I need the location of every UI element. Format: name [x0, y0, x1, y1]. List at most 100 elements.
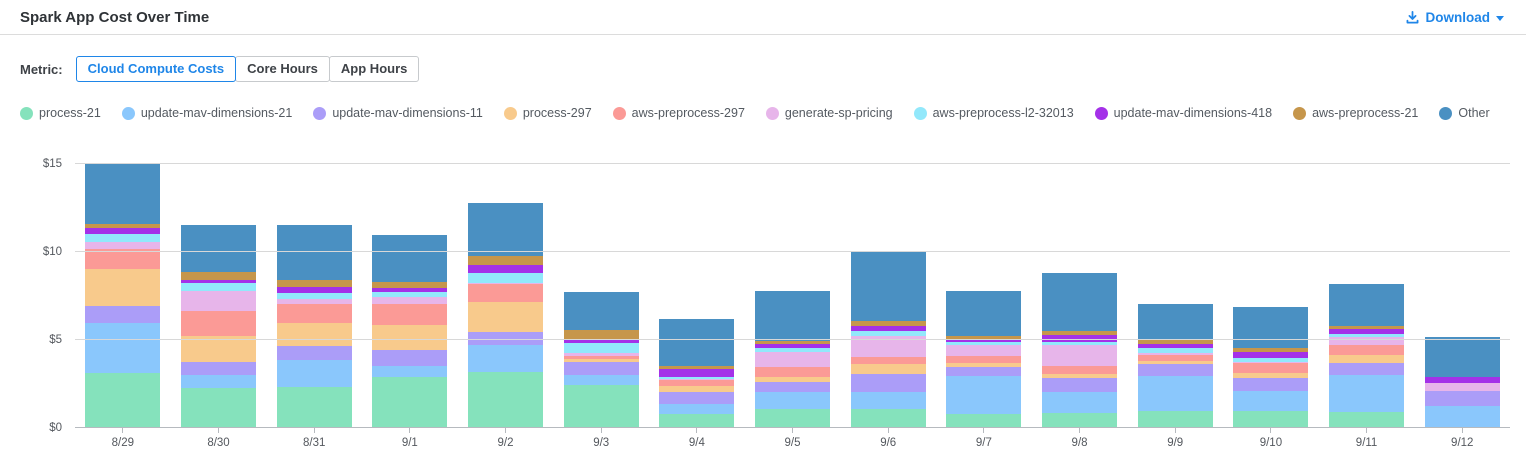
bar-segment-update-mav-dimensions-21[interactable] — [1233, 390, 1309, 411]
bar-segment-process-297[interactable] — [946, 363, 1022, 367]
legend-item-aws-preprocess-l2-32013[interactable]: aws-preprocess-l2-32013 — [913, 106, 1074, 120]
bar-segment-update-mav-dimensions-11[interactable] — [1424, 390, 1500, 406]
bar-segment-update-mav-dimensions-418[interactable] — [1137, 343, 1213, 348]
bar-segment-update-mav-dimensions-21[interactable] — [1424, 405, 1500, 428]
bar-segment-other[interactable] — [1329, 284, 1405, 326]
bar-segment-generate-sp-pricing[interactable] — [181, 290, 256, 311]
bar-segment-process-21[interactable] — [850, 409, 926, 428]
bar-segment-aws-preprocess-l2-32013[interactable] — [1329, 333, 1405, 337]
bar-segment-update-mav-dimensions-418[interactable] — [85, 228, 161, 234]
bar-segment-aws-preprocess-l2-32013[interactable] — [85, 233, 161, 243]
metric-tab-core-hours[interactable]: Core Hours — [235, 56, 330, 82]
bar-segment-update-mav-dimensions-21[interactable] — [1137, 375, 1213, 411]
bar-segment-other[interactable] — [181, 224, 256, 273]
bar-segment-aws-preprocess-l2-32013[interactable] — [1137, 347, 1213, 353]
bar-segment-aws-preprocess-l2-32013[interactable] — [372, 291, 448, 298]
bar-segment-aws-preprocess-l2-32013[interactable] — [946, 342, 1022, 345]
bar-segment-update-mav-dimensions-418[interactable] — [946, 339, 1022, 343]
legend-item-process-297[interactable]: process-297 — [503, 106, 592, 120]
bar-9-5[interactable] — [755, 290, 831, 428]
bar-segment-aws-preprocess-297[interactable] — [563, 356, 639, 360]
bar-segment-process-297[interactable] — [850, 363, 926, 374]
bar-segment-update-mav-dimensions-21[interactable] — [85, 323, 161, 374]
bar-segment-generate-sp-pricing[interactable] — [85, 242, 161, 250]
bar-9-6[interactable] — [850, 252, 926, 428]
bar-segment-process-297[interactable] — [659, 385, 735, 392]
bar-segment-process-21[interactable] — [181, 388, 256, 428]
bar-segment-aws-preprocess-l2-32013[interactable] — [659, 376, 735, 380]
bar-8-29[interactable] — [85, 164, 161, 428]
bar-segment-aws-preprocess-l2-32013[interactable] — [468, 273, 544, 283]
bar-segment-aws-preprocess-21[interactable] — [181, 272, 256, 280]
bar-segment-update-mav-dimensions-418[interactable] — [1424, 377, 1500, 384]
bar-segment-aws-preprocess-21[interactable] — [372, 282, 448, 288]
bar-segment-process-21[interactable] — [755, 409, 831, 428]
bar-9-1[interactable] — [372, 234, 448, 428]
bar-segment-update-mav-dimensions-11[interactable] — [946, 366, 1022, 376]
bar-segment-aws-preprocess-297[interactable] — [468, 283, 544, 302]
bar-segment-other[interactable] — [1042, 273, 1118, 332]
bar-segment-other[interactable] — [1424, 337, 1500, 378]
bar-segment-generate-sp-pricing[interactable] — [563, 353, 639, 357]
bar-segment-other[interactable] — [946, 290, 1022, 337]
bar-8-31[interactable] — [276, 225, 352, 428]
legend-item-aws-preprocess-21[interactable]: aws-preprocess-21 — [1293, 106, 1418, 120]
bar-segment-update-mav-dimensions-418[interactable] — [468, 264, 544, 274]
bar-segment-aws-preprocess-21[interactable] — [563, 330, 639, 340]
bar-9-4[interactable] — [659, 319, 735, 428]
bar-segment-other[interactable] — [850, 252, 926, 321]
bar-segment-update-mav-dimensions-418[interactable] — [659, 369, 735, 377]
bar-segment-process-21[interactable] — [1329, 412, 1405, 428]
bar-segment-generate-sp-pricing[interactable] — [946, 344, 1022, 357]
bar-segment-aws-preprocess-21[interactable] — [276, 280, 352, 287]
bar-segment-process-297[interactable] — [755, 376, 831, 383]
bar-segment-update-mav-dimensions-11[interactable] — [850, 373, 926, 393]
bar-segment-generate-sp-pricing[interactable] — [850, 335, 926, 357]
bar-segment-aws-preprocess-297[interactable] — [850, 356, 926, 364]
bar-segment-generate-sp-pricing[interactable] — [468, 282, 544, 284]
bar-segment-aws-preprocess-297[interactable] — [1329, 344, 1405, 355]
bar-segment-process-21[interactable] — [468, 372, 544, 428]
legend-item-update-mav-dimensions-11[interactable]: update-mav-dimensions-11 — [313, 106, 483, 120]
bar-segment-update-mav-dimensions-11[interactable] — [563, 361, 639, 375]
bar-segment-other[interactable] — [372, 234, 448, 283]
bar-9-10[interactable] — [1233, 306, 1309, 428]
bar-segment-update-mav-dimensions-11[interactable] — [276, 346, 352, 360]
bar-segment-aws-preprocess-297[interactable] — [372, 303, 448, 325]
legend-item-aws-preprocess-297[interactable]: aws-preprocess-297 — [612, 106, 745, 120]
bar-segment-update-mav-dimensions-21[interactable] — [372, 365, 448, 377]
legend-item-generate-sp-pricing[interactable]: generate-sp-pricing — [765, 106, 893, 120]
bar-segment-update-mav-dimensions-21[interactable] — [276, 359, 352, 388]
bar-segment-update-mav-dimensions-21[interactable] — [946, 375, 1022, 414]
bar-segment-update-mav-dimensions-11[interactable] — [85, 305, 161, 324]
legend-item-update-mav-dimensions-21[interactable]: update-mav-dimensions-21 — [121, 106, 292, 120]
bar-segment-update-mav-dimensions-418[interactable] — [1233, 352, 1309, 358]
bar-segment-aws-preprocess-297[interactable] — [755, 366, 831, 377]
bar-segment-aws-preprocess-297[interactable] — [276, 303, 352, 323]
bar-segment-process-21[interactable] — [372, 376, 448, 428]
bar-segment-aws-preprocess-l2-32013[interactable] — [1042, 341, 1118, 345]
bar-segment-other[interactable] — [755, 290, 831, 341]
bar-segment-aws-preprocess-297[interactable] — [85, 249, 161, 269]
bar-segment-aws-preprocess-21[interactable] — [468, 255, 544, 265]
bar-segment-process-297[interactable] — [372, 324, 448, 350]
bar-9-9[interactable] — [1137, 303, 1213, 428]
bar-segment-aws-preprocess-297[interactable] — [1233, 363, 1309, 374]
bar-segment-update-mav-dimensions-21[interactable] — [1042, 392, 1118, 414]
bar-segment-generate-sp-pricing[interactable] — [1233, 362, 1309, 364]
bar-segment-process-297[interactable] — [1233, 373, 1309, 379]
bar-segment-update-mav-dimensions-418[interactable] — [1329, 329, 1405, 334]
bar-segment-process-297[interactable] — [276, 322, 352, 347]
bar-segment-update-mav-dimensions-21[interactable] — [563, 374, 639, 386]
bar-segment-update-mav-dimensions-21[interactable] — [850, 392, 926, 409]
download-button[interactable]: Download — [1405, 10, 1504, 25]
bar-segment-aws-preprocess-l2-32013[interactable] — [181, 283, 256, 291]
bar-segment-aws-preprocess-21[interactable] — [85, 223, 161, 229]
bar-segment-generate-sp-pricing[interactable] — [1424, 383, 1500, 391]
bar-segment-update-mav-dimensions-418[interactable] — [372, 287, 448, 292]
bar-segment-aws-preprocess-297[interactable] — [181, 310, 256, 337]
bar-segment-update-mav-dimensions-11[interactable] — [468, 331, 544, 346]
bar-segment-process-21[interactable] — [563, 385, 639, 428]
bar-segment-update-mav-dimensions-21[interactable] — [181, 374, 256, 389]
bar-segment-update-mav-dimensions-418[interactable] — [755, 343, 831, 348]
